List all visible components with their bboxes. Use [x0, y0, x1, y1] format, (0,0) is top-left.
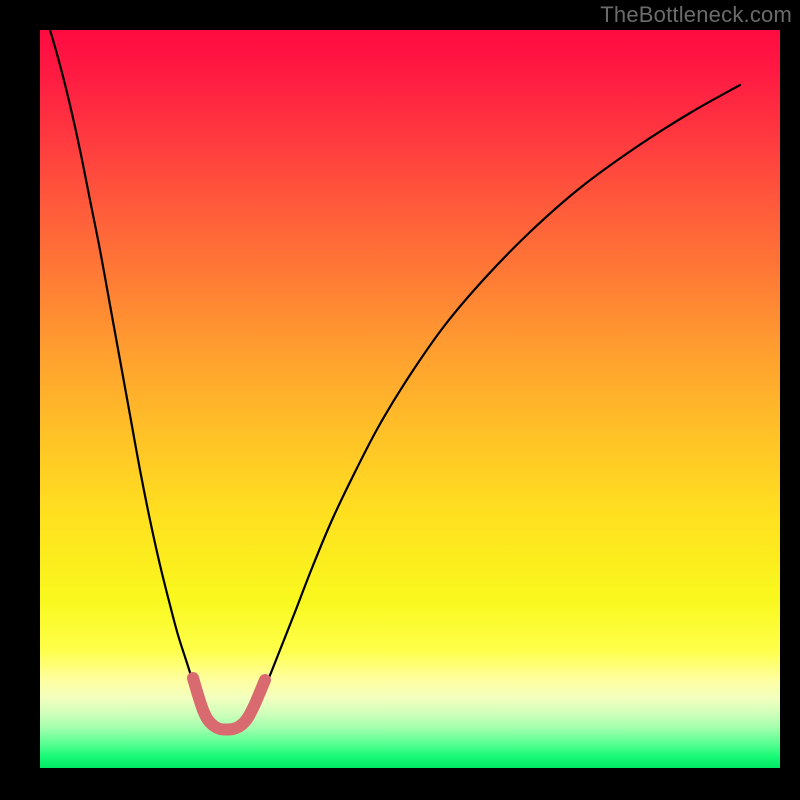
- bottleneck-curve: [40, 30, 740, 729]
- bottleneck-highlight-segment: [193, 678, 265, 730]
- watermark-text: TheBottleneck.com: [600, 2, 792, 28]
- chart-curve-layer: [40, 30, 780, 768]
- chart-plot-area: [40, 30, 780, 768]
